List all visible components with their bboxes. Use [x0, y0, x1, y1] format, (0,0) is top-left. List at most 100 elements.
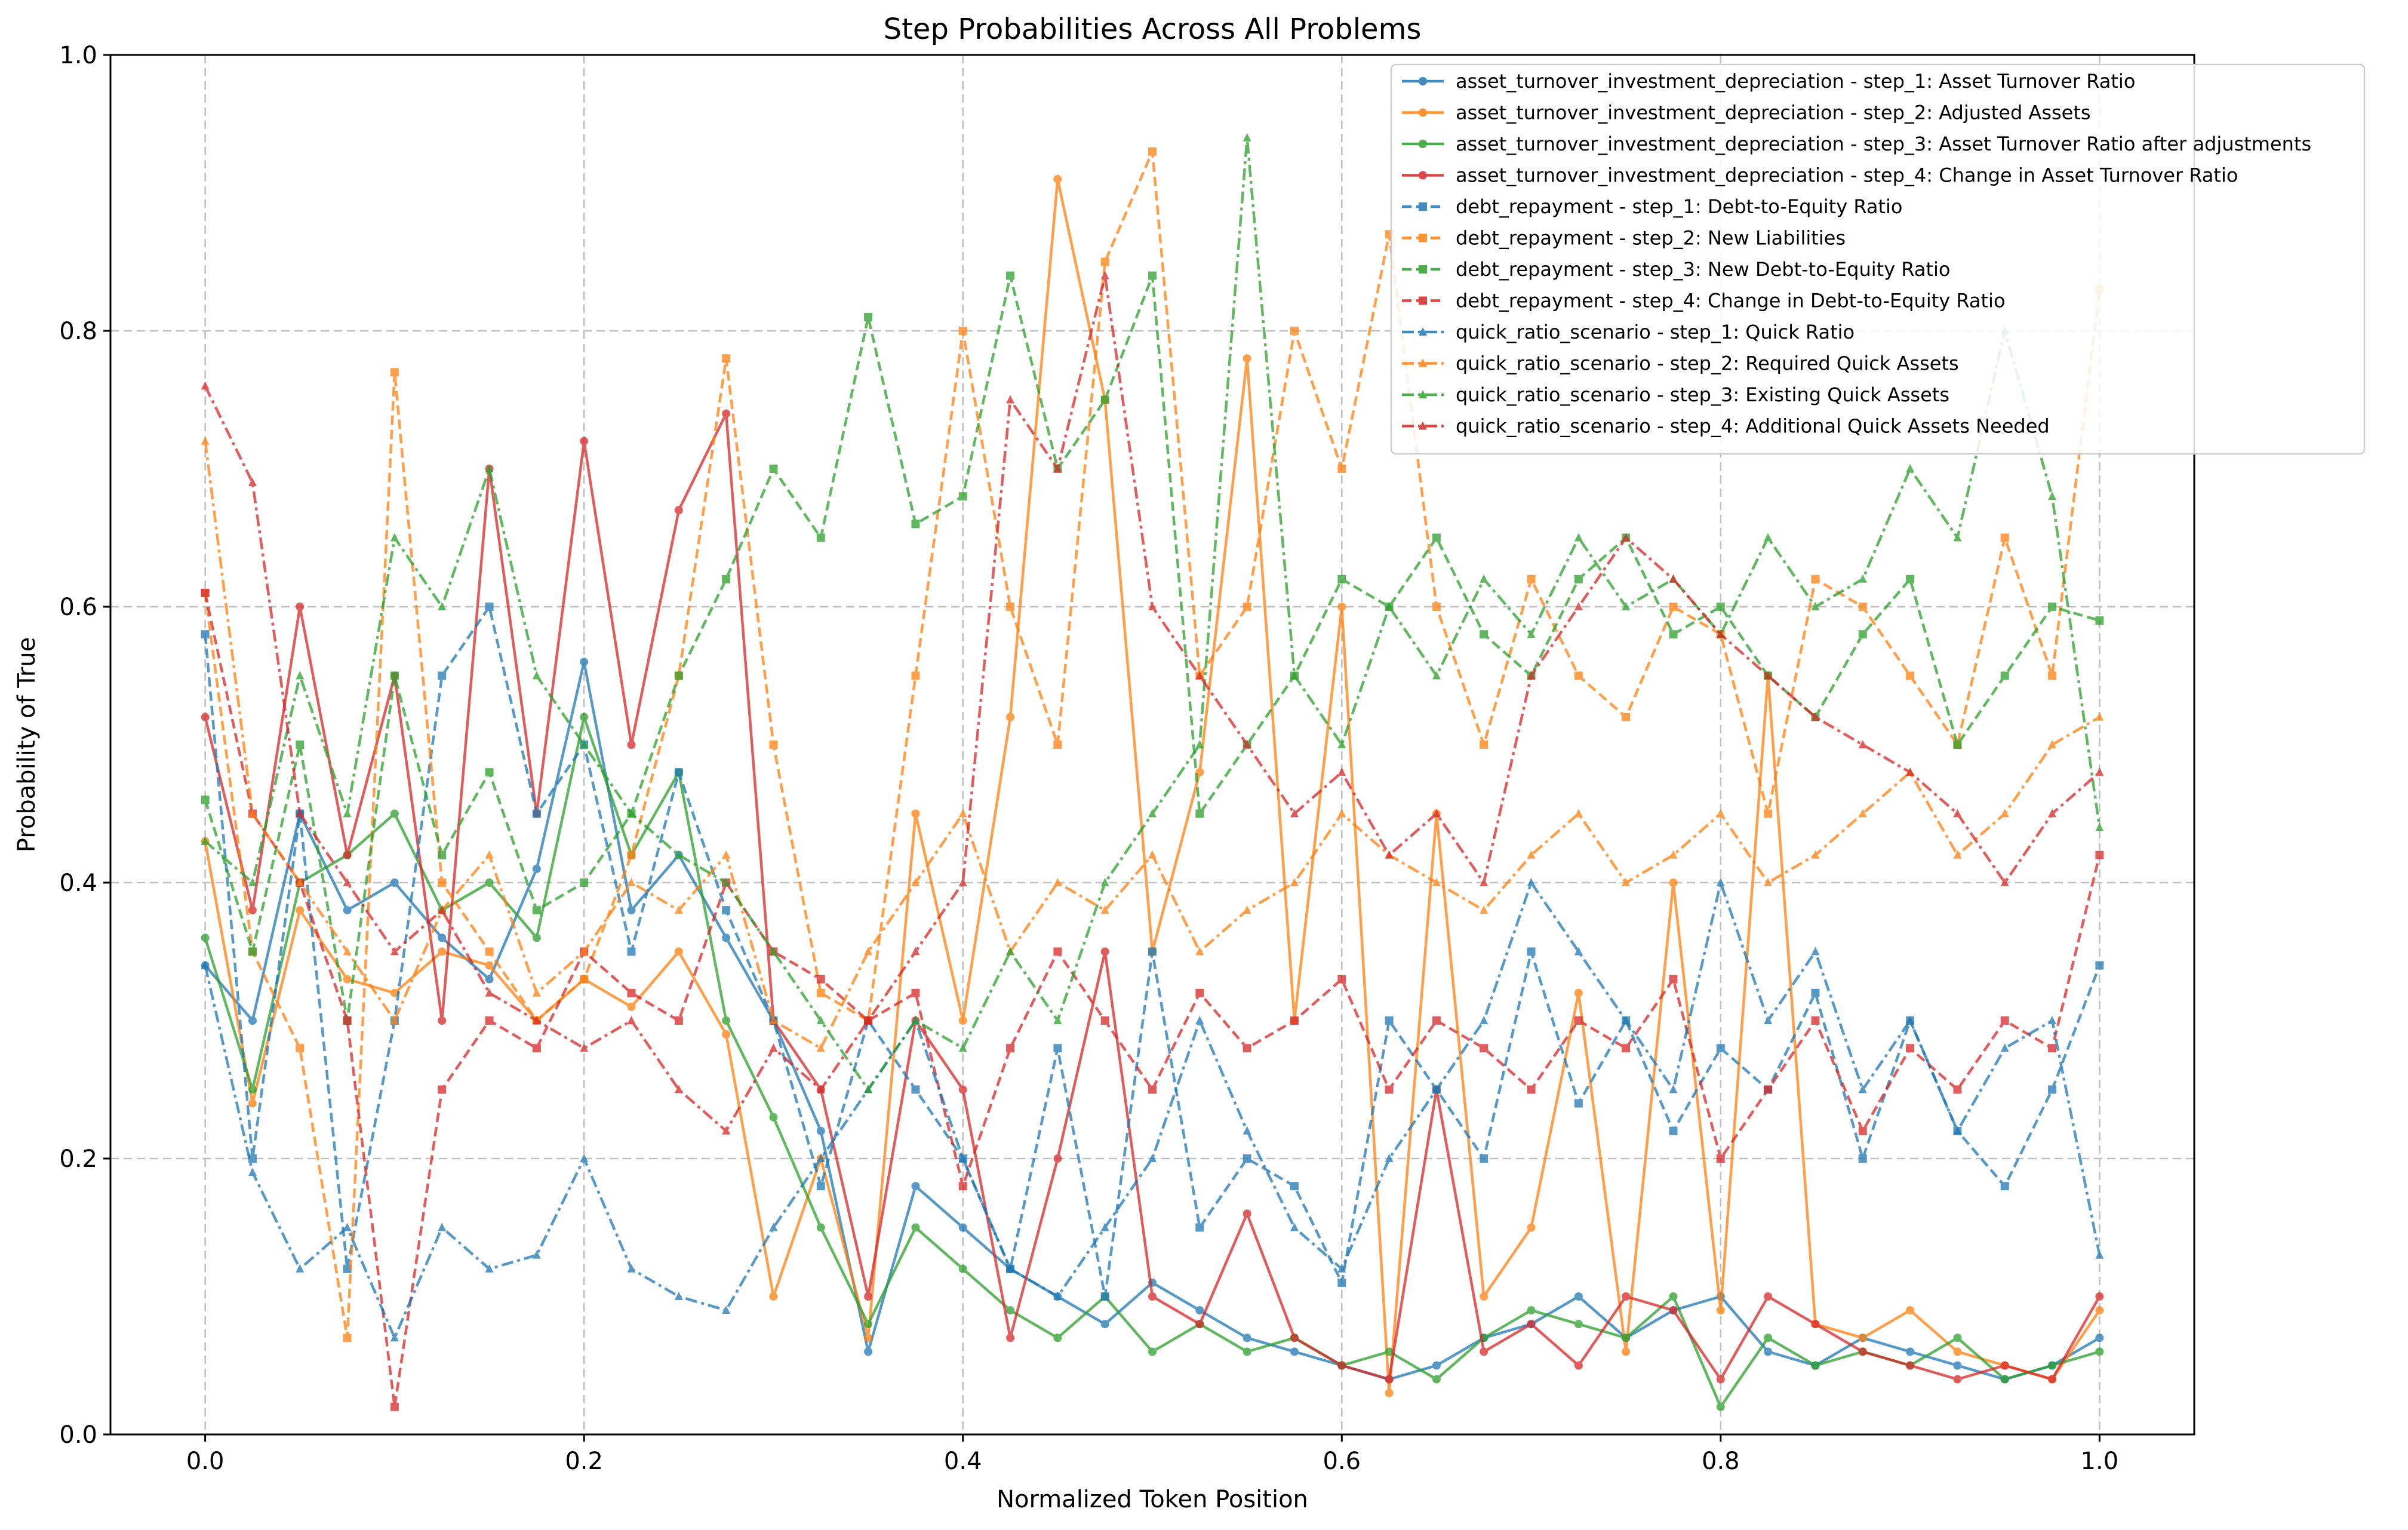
data-point: [1290, 878, 1299, 886]
data-point: [674, 671, 683, 680]
data-point: [1906, 1347, 1915, 1356]
data-point: [485, 988, 494, 997]
data-point: [1811, 947, 1820, 956]
data-point: [438, 1016, 447, 1025]
data-point: [1290, 1016, 1299, 1025]
data-point: [769, 1016, 778, 1024]
data-point: [1243, 1044, 1251, 1053]
data-point: [1053, 1154, 1062, 1163]
data-point: [1195, 988, 1204, 997]
data-point: [1148, 1085, 1157, 1094]
data-point: [627, 988, 636, 997]
data-point: [1290, 809, 1299, 818]
data-point: [1716, 1154, 1725, 1163]
data-point: [201, 630, 210, 639]
data-point: [343, 1334, 352, 1342]
data-point: [2000, 671, 2009, 680]
series-line: [204, 881, 2101, 1339]
data-point: [1006, 603, 1015, 611]
data-point: [1243, 1347, 1251, 1356]
legend-item: [1402, 234, 1444, 242]
data-point: [1953, 1375, 1962, 1384]
data-point: [1480, 1154, 1489, 1163]
data-point: [1337, 809, 1346, 818]
data-point: [1574, 533, 1583, 542]
legend-marker: [1419, 108, 1427, 117]
data-point: [532, 671, 541, 680]
data-point: [1385, 1085, 1394, 1094]
data-point: [2095, 712, 2104, 721]
data-point: [722, 850, 731, 859]
data-point: [2000, 1375, 2009, 1384]
data-point: [1622, 712, 1631, 721]
x-axis-title: Normalized Token Position: [997, 1486, 1308, 1513]
data-point: [390, 1333, 399, 1342]
x-tick-label: 0.4: [944, 1448, 982, 1475]
data-point: [2000, 1016, 2009, 1025]
data-point: [1337, 1278, 1346, 1287]
data-point: [2095, 616, 2104, 625]
data-point: [1337, 1264, 1346, 1273]
data-point: [1622, 533, 1631, 542]
data-point: [1764, 1347, 1773, 1356]
data-point: [1811, 602, 1820, 610]
data-point: [1622, 1044, 1631, 1053]
data-point: [1290, 1347, 1299, 1356]
data-point: [627, 741, 636, 749]
data-point: [485, 961, 494, 970]
data-point: [674, 1292, 683, 1300]
data-point: [1527, 1320, 1536, 1329]
data-point: [201, 836, 210, 845]
legend-item: [1402, 421, 1444, 430]
data-point: [1100, 1222, 1109, 1231]
data-point: [674, 850, 683, 859]
data-point: [1432, 1375, 1441, 1384]
data-point: [1953, 1361, 1962, 1370]
data-point: [532, 906, 541, 915]
data-point: [390, 878, 399, 887]
data-point: [1527, 850, 1536, 859]
data-point: [911, 1016, 920, 1024]
data-point: [1764, 1334, 1773, 1342]
legend-label: debt_repayment - step_3: New Debt-to-Equ…: [1456, 258, 1950, 281]
data-point: [1811, 988, 1820, 997]
data-point: [485, 768, 494, 777]
data-point: [1385, 1375, 1394, 1384]
data-point: [1480, 1292, 1489, 1301]
data-point: [722, 409, 731, 418]
data-point: [2000, 878, 2009, 886]
data-point: [1811, 1361, 1820, 1370]
data-point: [1858, 740, 1867, 748]
data-point: [864, 947, 873, 956]
data-point: [1527, 1085, 1536, 1094]
data-point: [1243, 740, 1251, 748]
series-layer: [201, 133, 2104, 1411]
data-point: [1858, 603, 1867, 611]
data-point: [1574, 1361, 1583, 1370]
data-point: [1148, 271, 1157, 280]
data-point: [2048, 809, 2057, 818]
data-point: [1480, 741, 1489, 749]
data-point: [1148, 602, 1157, 610]
data-point: [1716, 1375, 1725, 1384]
data-point: [343, 1016, 352, 1025]
data-point: [722, 1305, 731, 1314]
data-point: [2095, 1250, 2104, 1259]
data-point: [1195, 671, 1204, 680]
data-point: [1432, 1016, 1441, 1025]
x-tick-label: 0.2: [565, 1448, 603, 1475]
data-point: [1527, 947, 1536, 956]
data-point: [2048, 1085, 2057, 1094]
data-point: [769, 1113, 778, 1122]
data-point: [343, 1264, 352, 1273]
legend-frame: [1390, 63, 2366, 455]
data-point: [1669, 1084, 1678, 1093]
data-point: [1574, 671, 1583, 680]
data-point: [1100, 271, 1109, 279]
data-point: [1480, 1347, 1489, 1356]
data-point: [1574, 1320, 1583, 1329]
data-point: [958, 1264, 967, 1273]
data-point: [1669, 1292, 1678, 1301]
data-point: [1953, 1126, 1962, 1135]
data-point: [1858, 809, 1867, 818]
